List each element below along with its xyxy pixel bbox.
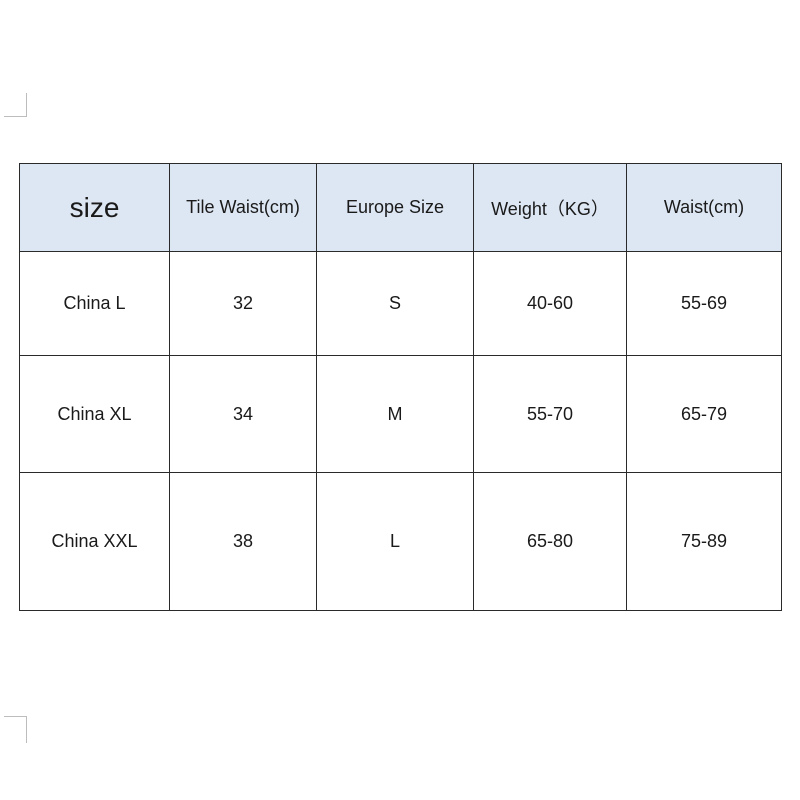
cell-tile-waist: 32 — [169, 251, 317, 356]
header-europe-size: Europe Size — [316, 163, 474, 252]
cell-weight: 40-60 — [473, 251, 627, 356]
cell-europe-size: S — [316, 251, 474, 356]
header-tile-waist: Tile Waist(cm) — [169, 163, 317, 252]
cell-weight: 55-70 — [473, 355, 627, 473]
cell-waist: 55-69 — [626, 251, 782, 356]
cell-europe-size: L — [316, 472, 474, 611]
cell-size: China L — [19, 251, 170, 356]
table-row: China XXL 38 L 65-80 75-89 — [19, 472, 782, 611]
table-row: China L 32 S 40-60 55-69 — [19, 251, 782, 356]
table-row: China XL 34 M 55-70 65-79 — [19, 355, 782, 473]
page-corner-mark-bottom — [4, 716, 27, 743]
size-chart-table: size Tile Waist(cm) Europe Size Weight（K… — [19, 163, 782, 611]
cell-size: China XXL — [19, 472, 170, 611]
cell-europe-size: M — [316, 355, 474, 473]
cell-weight: 65-80 — [473, 472, 627, 611]
page-corner-mark-top — [4, 93, 27, 117]
header-row: size Tile Waist(cm) Europe Size Weight（K… — [19, 163, 782, 252]
cell-waist: 75-89 — [626, 472, 782, 611]
cell-waist: 65-79 — [626, 355, 782, 473]
header-size: size — [19, 163, 170, 252]
header-weight: Weight（KG） — [473, 163, 627, 252]
header-waist: Waist(cm) — [626, 163, 782, 252]
cell-size: China XL — [19, 355, 170, 473]
cell-tile-waist: 38 — [169, 472, 317, 611]
cell-tile-waist: 34 — [169, 355, 317, 473]
